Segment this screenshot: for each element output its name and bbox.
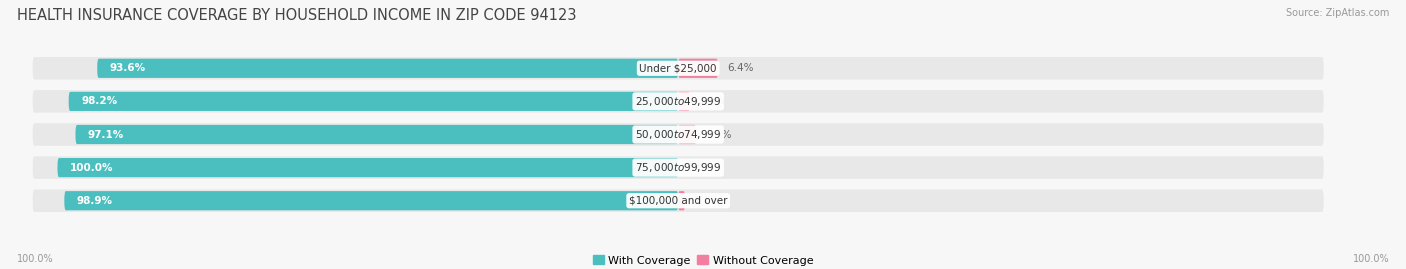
Text: $50,000 to $74,999: $50,000 to $74,999 [636,128,721,141]
Text: HEALTH INSURANCE COVERAGE BY HOUSEHOLD INCOME IN ZIP CODE 94123: HEALTH INSURANCE COVERAGE BY HOUSEHOLD I… [17,8,576,23]
Text: 6.4%: 6.4% [727,63,754,73]
Text: 2.9%: 2.9% [706,129,733,140]
Text: 1.9%: 1.9% [699,96,725,107]
Text: 98.2%: 98.2% [82,96,117,107]
Text: 100.0%: 100.0% [1353,254,1389,264]
Legend: With Coverage, Without Coverage: With Coverage, Without Coverage [588,251,818,269]
Text: 93.6%: 93.6% [110,63,146,73]
FancyBboxPatch shape [65,191,678,210]
FancyBboxPatch shape [678,92,690,111]
FancyBboxPatch shape [678,191,685,210]
Text: 100.0%: 100.0% [70,162,114,173]
FancyBboxPatch shape [76,125,678,144]
FancyBboxPatch shape [678,125,696,144]
Text: Under $25,000: Under $25,000 [640,63,717,73]
Text: $100,000 and over: $100,000 and over [628,196,727,206]
FancyBboxPatch shape [32,156,1323,179]
FancyBboxPatch shape [32,57,1323,80]
FancyBboxPatch shape [97,59,678,78]
Text: Source: ZipAtlas.com: Source: ZipAtlas.com [1285,8,1389,18]
Text: 100.0%: 100.0% [17,254,53,264]
FancyBboxPatch shape [32,90,1323,113]
FancyBboxPatch shape [32,123,1323,146]
Text: 0.0%: 0.0% [688,162,714,173]
FancyBboxPatch shape [69,92,678,111]
Text: $75,000 to $99,999: $75,000 to $99,999 [636,161,721,174]
Text: 98.9%: 98.9% [77,196,112,206]
FancyBboxPatch shape [58,158,678,177]
Text: 1.1%: 1.1% [695,196,721,206]
Text: 97.1%: 97.1% [89,129,124,140]
Text: $25,000 to $49,999: $25,000 to $49,999 [636,95,721,108]
FancyBboxPatch shape [32,189,1323,212]
FancyBboxPatch shape [678,59,718,78]
